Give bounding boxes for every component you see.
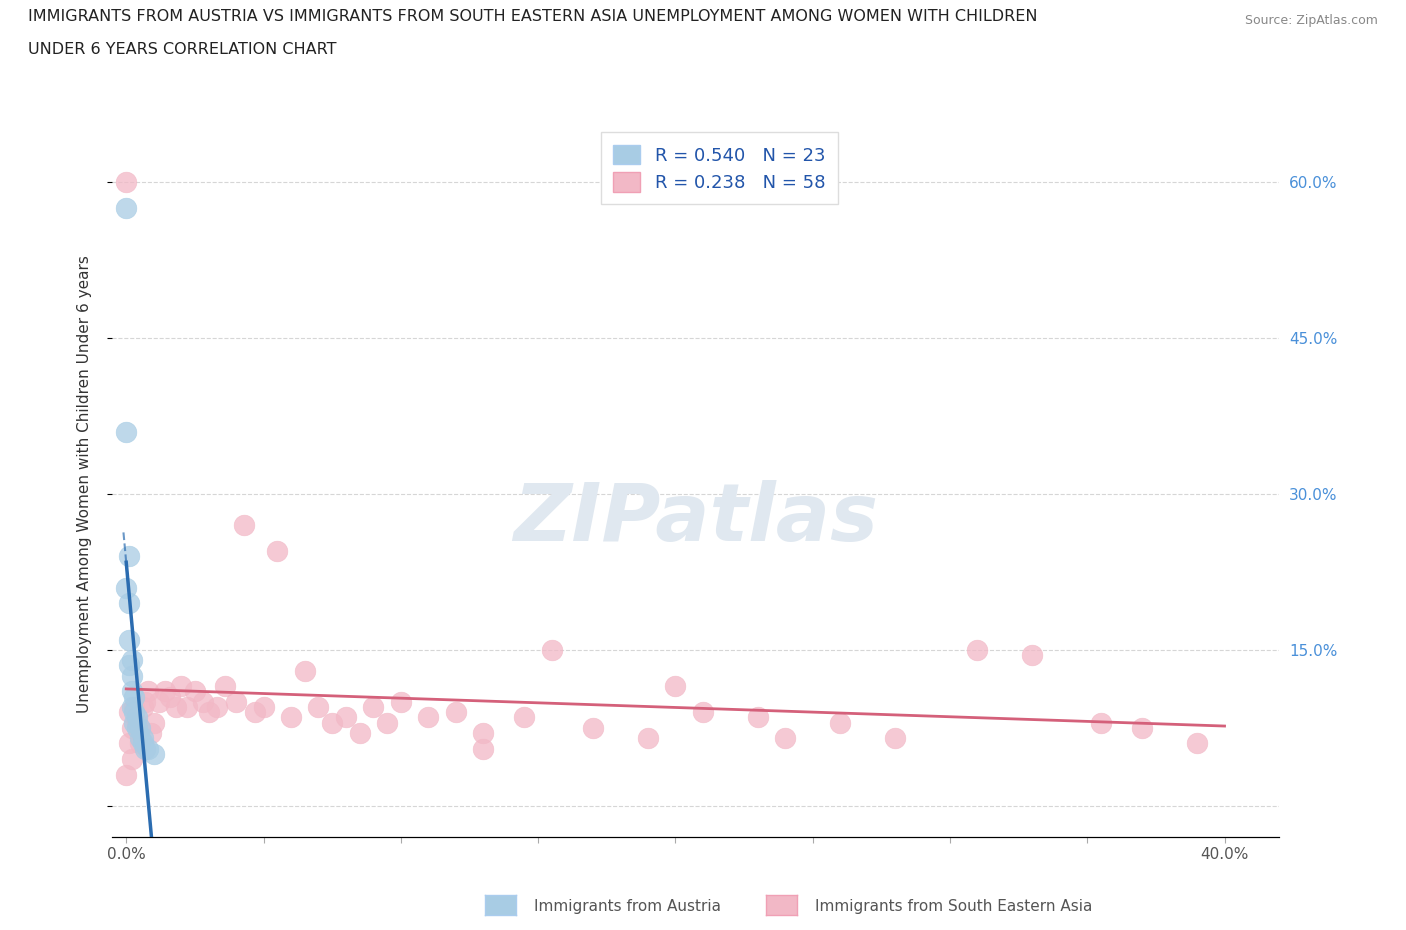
Point [121,751,143,766]
Point [294,663,316,678]
Point [121,699,143,714]
Point [176,699,198,714]
Point [444,705,467,720]
Point [129,721,152,736]
Point [582,721,605,736]
Point [127,710,149,724]
Point [121,684,143,699]
Point [134,695,156,710]
Point [637,731,659,746]
Point [115,201,138,216]
Point [153,684,176,699]
Point [540,643,562,658]
Point [214,679,236,694]
Point [115,580,138,595]
Point [118,736,141,751]
Point [124,699,146,714]
Point [118,596,141,611]
Point [118,658,141,673]
Point [159,689,181,704]
Point [148,695,170,710]
Point [121,721,143,736]
Point [747,710,769,724]
Point [233,518,256,533]
Text: IMMIGRANTS FROM AUSTRIA VS IMMIGRANTS FROM SOUTH EASTERN ASIA UNEMPLOYMENT AMONG: IMMIGRANTS FROM AUSTRIA VS IMMIGRANTS FR… [28,9,1038,24]
Point [389,695,412,710]
Point [136,741,159,756]
Point [197,705,219,720]
Point [142,747,165,762]
Point [375,715,398,730]
Point [184,684,207,699]
Point [134,741,156,756]
Point [124,689,146,704]
Point [225,695,247,710]
Point [142,715,165,730]
Text: Source: ZipAtlas.com: Source: ZipAtlas.com [1244,14,1378,27]
Point [129,736,152,751]
Point [472,725,495,740]
Point [363,699,385,714]
Point [118,632,141,647]
Point [118,705,141,720]
Point [131,699,153,714]
Point [118,549,141,564]
Point [307,699,329,714]
Point [830,715,852,730]
Point [1130,721,1153,736]
Point [127,715,149,730]
Point [191,695,214,710]
Point [136,684,159,699]
Point [472,741,495,756]
Point [966,643,988,658]
Point [121,669,143,684]
Point [129,731,152,746]
Point [124,705,146,720]
Point [1185,736,1208,751]
Point [131,736,153,751]
Point [692,705,714,720]
Text: UNDER 6 YEARS CORRELATION CHART: UNDER 6 YEARS CORRELATION CHART [28,42,336,57]
Point [349,725,371,740]
Point [266,544,288,559]
Point [115,424,138,439]
Point [131,731,153,746]
Point [127,721,149,736]
Point [205,699,228,714]
Point [418,710,440,724]
Point [170,679,193,694]
Text: ZIPatlas: ZIPatlas [513,480,879,558]
Text: Immigrants from Austria: Immigrants from Austria [534,899,721,914]
Point [884,731,907,746]
Point [245,705,267,720]
Point [321,715,343,730]
Point [664,679,686,694]
Point [335,710,357,724]
Point [165,699,187,714]
Point [280,710,302,724]
Point [121,653,143,668]
Point [1021,647,1043,662]
Point [115,767,138,782]
Point [115,175,138,190]
Y-axis label: Unemployment Among Women with Children Under 6 years: Unemployment Among Women with Children U… [77,255,91,712]
Point [773,731,796,746]
Point [124,715,146,730]
Point [139,725,162,740]
Text: Immigrants from South Eastern Asia: Immigrants from South Eastern Asia [815,899,1092,914]
Legend: R = 0.540   N = 23, R = 0.238   N = 58: R = 0.540 N = 23, R = 0.238 N = 58 [600,132,838,205]
Point [513,710,536,724]
Point [252,699,274,714]
Point [1090,715,1112,730]
